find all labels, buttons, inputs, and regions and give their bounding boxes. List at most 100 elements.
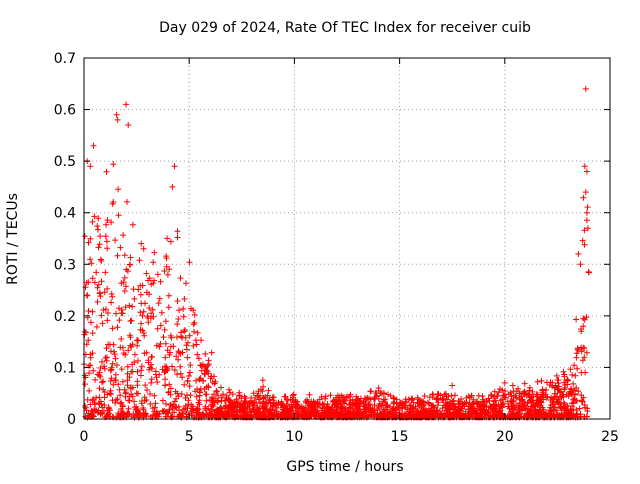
data-point [184, 405, 191, 412]
data-point [583, 209, 590, 216]
data-point [118, 336, 125, 342]
data-point [577, 261, 584, 268]
data-point [108, 219, 115, 226]
data-point [369, 405, 376, 412]
data-point [118, 306, 125, 313]
data-point [133, 411, 140, 418]
data-point [135, 337, 142, 344]
data-point [109, 200, 116, 207]
data-point [114, 362, 120, 369]
data-point [202, 350, 209, 357]
data-point [90, 142, 97, 149]
data-point [267, 412, 274, 419]
data-point [240, 412, 247, 419]
data-point [524, 410, 531, 417]
data-point [421, 393, 428, 399]
data-point [171, 398, 178, 405]
data-point [121, 288, 128, 294]
data-point [290, 396, 297, 403]
data-point [584, 204, 591, 211]
data-point [581, 241, 588, 248]
data-point [150, 280, 157, 287]
data-point [162, 382, 169, 389]
data-point [138, 363, 145, 370]
data-point [175, 356, 182, 363]
data-point [90, 396, 97, 403]
data-point [346, 401, 353, 408]
data-point [374, 393, 380, 400]
data-point [147, 391, 153, 397]
data-point [561, 407, 568, 414]
data-point [122, 304, 129, 311]
data-point [564, 377, 571, 384]
data-point [336, 394, 343, 401]
data-point [143, 270, 150, 277]
data-point [174, 390, 181, 397]
data-point [185, 373, 192, 379]
data-point [138, 320, 145, 327]
data-point [425, 410, 432, 417]
data-point [108, 299, 115, 306]
data-point [197, 362, 204, 369]
data-point [508, 393, 515, 400]
data-point [165, 292, 172, 299]
data-point [272, 405, 279, 411]
data-point [167, 332, 174, 339]
data-point [94, 284, 101, 291]
data-point [131, 295, 138, 302]
data-point [211, 380, 218, 387]
data-point [177, 363, 184, 370]
data-point [430, 391, 436, 398]
data-point [508, 400, 515, 407]
data-point [114, 116, 121, 123]
data-point [575, 388, 582, 395]
data-point [89, 218, 96, 225]
data-point [550, 411, 557, 418]
data-point [452, 392, 458, 399]
data-point [134, 378, 141, 385]
data-point [325, 404, 332, 411]
data-point [502, 391, 509, 398]
data-point [94, 371, 101, 378]
y-tick-label: 0 [67, 412, 76, 428]
data-point [561, 379, 568, 386]
data-point [451, 412, 458, 419]
data-point [564, 402, 571, 409]
data-point [200, 361, 206, 368]
data-point [83, 341, 90, 348]
data-point [331, 412, 338, 419]
data-point [111, 351, 118, 358]
data-point [509, 382, 516, 389]
data-point [169, 183, 176, 190]
data-point [371, 402, 378, 409]
data-point [193, 377, 199, 384]
data-point [211, 391, 217, 398]
data-point [104, 245, 111, 252]
data-point [297, 411, 304, 418]
data-point [171, 367, 178, 373]
data-point [509, 406, 516, 413]
data-point [399, 400, 406, 407]
data-point [426, 394, 433, 401]
data-point [90, 367, 97, 374]
x-tick-label: 25 [601, 429, 619, 445]
data-point [114, 252, 121, 259]
data-point [294, 398, 300, 405]
data-point [534, 400, 541, 407]
data-point [567, 366, 574, 373]
data-point [439, 397, 446, 404]
data-point [163, 413, 170, 420]
data-point [169, 363, 175, 370]
data-point [88, 319, 94, 326]
data-point [583, 349, 590, 356]
data-point [144, 387, 150, 393]
data-point [173, 353, 180, 360]
data-point [162, 318, 169, 325]
data-point [375, 385, 382, 392]
data-point [538, 377, 545, 384]
data-point [549, 398, 556, 405]
data-point [93, 394, 100, 401]
data-point [99, 320, 106, 327]
data-point [174, 334, 180, 341]
data-point [575, 251, 582, 257]
